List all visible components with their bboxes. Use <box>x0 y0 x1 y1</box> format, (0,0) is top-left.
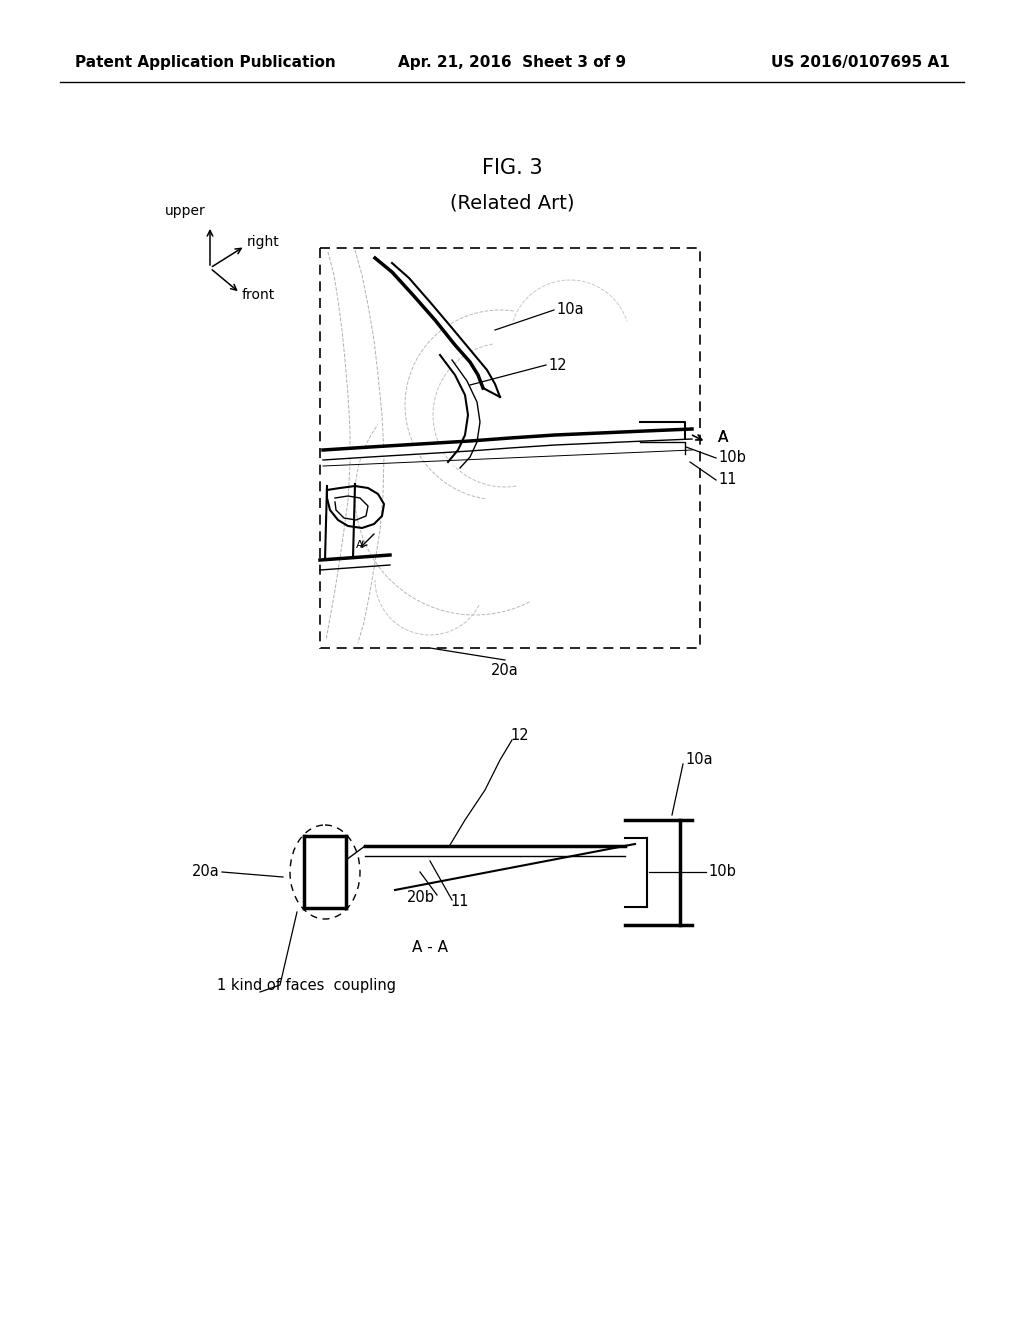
Text: 10a: 10a <box>556 302 584 318</box>
Polygon shape <box>470 438 510 451</box>
Polygon shape <box>455 375 477 403</box>
Text: 10b: 10b <box>718 450 745 466</box>
Polygon shape <box>645 429 692 441</box>
Text: 10b: 10b <box>708 865 736 879</box>
Text: A - A: A - A <box>412 940 449 954</box>
Text: A: A <box>356 540 364 550</box>
Polygon shape <box>449 450 470 469</box>
Text: 20a: 20a <box>193 865 220 879</box>
Polygon shape <box>323 447 370 459</box>
Text: 20b: 20b <box>407 891 435 906</box>
Text: 11: 11 <box>718 473 736 487</box>
Text: Patent Application Publication: Patent Application Publication <box>75 54 336 70</box>
Text: A: A <box>718 430 728 446</box>
Text: 12: 12 <box>548 358 566 372</box>
Text: 20a: 20a <box>492 663 519 678</box>
Bar <box>319 248 700 648</box>
Text: (Related Art): (Related Art) <box>450 194 574 213</box>
Text: upper: upper <box>165 205 206 218</box>
Text: 1 kind of faces  coupling: 1 kind of faces coupling <box>217 978 396 993</box>
Polygon shape <box>440 355 467 381</box>
Polygon shape <box>435 319 472 352</box>
Polygon shape <box>465 414 480 442</box>
Polygon shape <box>478 375 500 397</box>
Polygon shape <box>465 395 480 422</box>
Polygon shape <box>370 444 420 457</box>
Text: 11: 11 <box>450 895 469 909</box>
Polygon shape <box>600 432 645 444</box>
Polygon shape <box>413 294 452 327</box>
Polygon shape <box>555 433 600 445</box>
Text: 10a: 10a <box>685 752 713 767</box>
Text: right: right <box>247 235 280 249</box>
Text: front: front <box>242 288 275 302</box>
Text: US 2016/0107695 A1: US 2016/0107695 A1 <box>771 54 950 70</box>
Polygon shape <box>470 362 495 384</box>
Text: 12: 12 <box>510 727 528 742</box>
Text: A: A <box>718 430 728 446</box>
Polygon shape <box>375 257 409 279</box>
Polygon shape <box>510 436 555 447</box>
Text: FIG. 3: FIG. 3 <box>481 158 543 178</box>
Polygon shape <box>455 345 487 370</box>
Polygon shape <box>392 272 430 302</box>
Polygon shape <box>458 436 477 457</box>
Text: Apr. 21, 2016  Sheet 3 of 9: Apr. 21, 2016 Sheet 3 of 9 <box>398 54 626 70</box>
Polygon shape <box>420 441 470 454</box>
